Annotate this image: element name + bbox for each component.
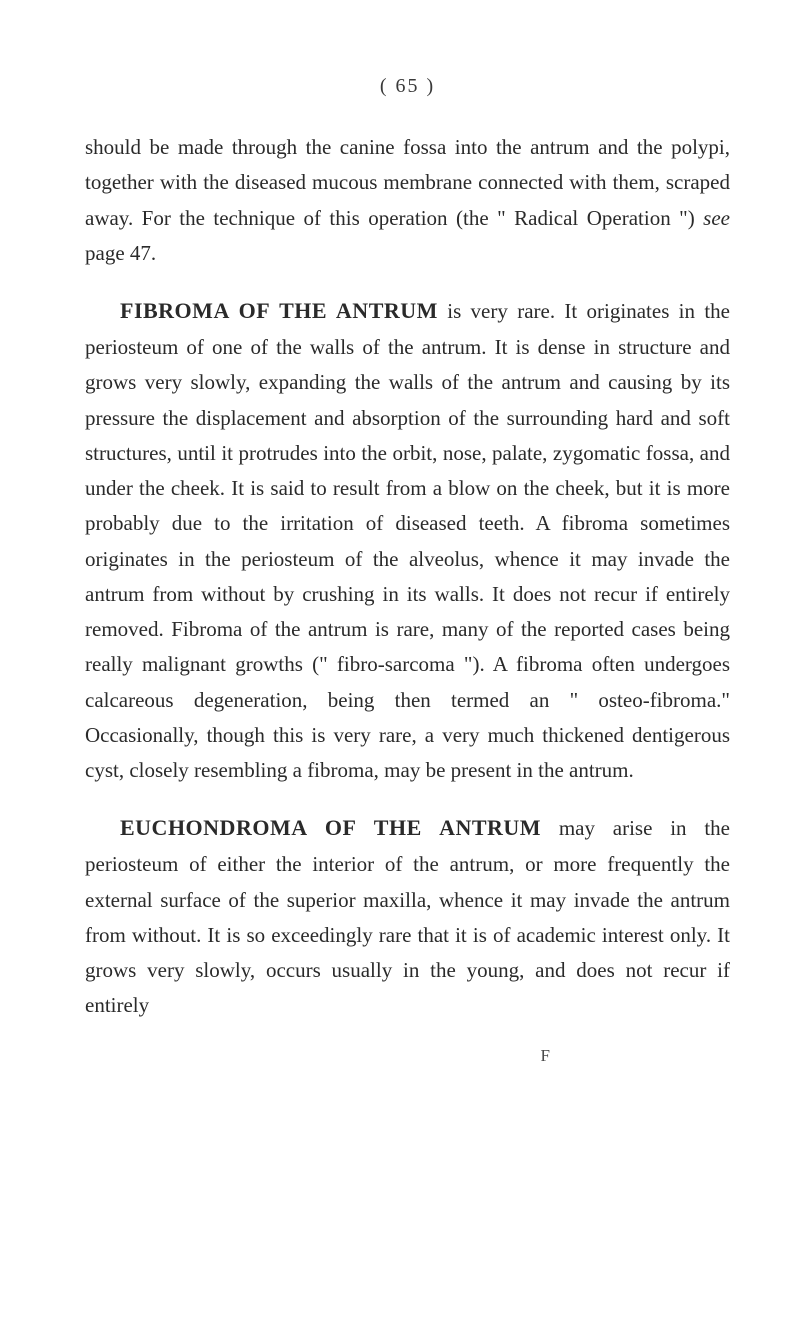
p3-text: may arise in the periosteum of either th… [85,816,730,1017]
paragraph-2: FIBROMA OF THE ANTRUM is very rare. It o… [85,293,730,788]
euchondroma-heading: EUCHONDROMA OF THE ANTRUM [120,815,541,840]
p1-text-after: page 47. [85,241,156,265]
paragraph-3: EUCHONDROMA OF THE ANTRUM may arise in t… [85,810,730,1023]
p2-text: is very rare. It originates in the perio… [85,299,730,782]
page-number: ( 65 ) [85,75,730,98]
paragraph-1: should be made through the canine fossa … [85,130,730,271]
fibroma-heading: FIBROMA OF THE ANTRUM [120,298,438,323]
p1-italic: see [703,206,730,230]
footer-signature: F [85,1046,730,1066]
p1-text-before: should be made through the canine fossa … [85,135,730,230]
